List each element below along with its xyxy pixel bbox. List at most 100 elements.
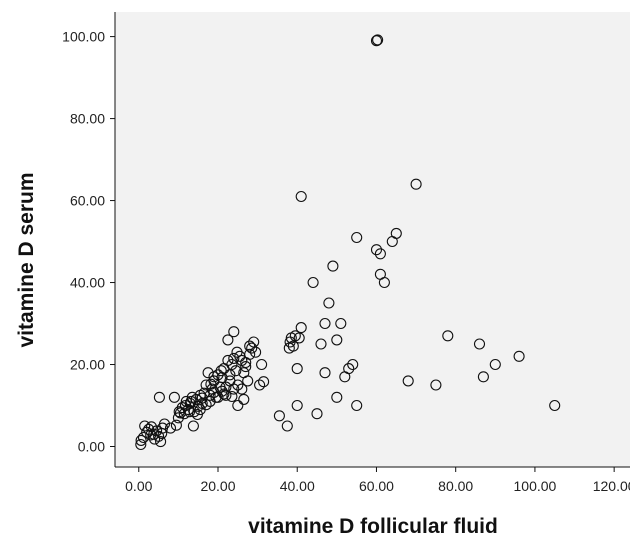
data-point-86 (208, 371, 220, 383)
data-point-77 (185, 395, 197, 407)
data-point-93 (281, 420, 293, 432)
x-tick-label: 120.00 (593, 478, 630, 494)
data-point-85 (222, 354, 234, 366)
data-point-104 (307, 276, 319, 289)
data-point-70 (212, 391, 224, 403)
data-point-10 (151, 425, 163, 437)
data-point-45 (220, 389, 232, 401)
x-axis-label: vitamine D follicular fluid (248, 515, 498, 536)
data-point-57 (244, 348, 256, 360)
x-tick-label: 20.00 (200, 478, 235, 494)
data-point-49 (228, 326, 240, 338)
data-point-78 (179, 399, 192, 412)
data-point-30 (190, 393, 202, 405)
data-point-113 (335, 317, 347, 330)
data-point-132 (477, 371, 489, 383)
data-point-106 (315, 338, 327, 350)
data-point-12 (155, 436, 167, 448)
data-point-84 (244, 340, 256, 352)
data-point-133 (489, 358, 501, 371)
data-point-101 (293, 332, 305, 344)
data-point-83 (240, 361, 252, 373)
data-point-8 (148, 428, 160, 440)
points-layer (135, 34, 561, 451)
data-point-43 (216, 385, 228, 397)
data-point-80 (232, 379, 244, 391)
data-point-2 (137, 431, 150, 444)
data-point-28 (187, 420, 199, 432)
data-point-69 (236, 354, 248, 366)
data-point-127 (402, 375, 414, 387)
y-tick-label: 100.00 (62, 29, 105, 45)
x-tick-label: 100.00 (514, 478, 557, 494)
y-ticks: 0.00 20.00 40.00 60.00 80.00 100.00 (62, 29, 115, 455)
x-tick-label: 40.00 (280, 478, 315, 494)
y-tick-label: 60.00 (70, 193, 105, 209)
data-point-71 (220, 381, 232, 393)
data-point-90 (226, 390, 238, 403)
y-tick-label: 80.00 (70, 111, 105, 127)
data-point-88 (215, 365, 227, 377)
data-point-15 (153, 391, 165, 403)
data-point-61 (254, 379, 266, 391)
data-point-50 (230, 365, 242, 377)
data-point-110 (327, 260, 339, 272)
data-point-126 (390, 227, 402, 239)
y-tick-label: 20.00 (70, 357, 105, 373)
y-axis-label: vitamine D serum (15, 172, 38, 347)
data-point-119 (370, 35, 383, 47)
data-point-79 (174, 407, 186, 419)
data-point-102 (295, 322, 307, 334)
data-point-1 (135, 434, 147, 446)
data-point-122 (374, 248, 386, 260)
y-tick-label: 40.00 (70, 275, 105, 291)
data-point-115 (343, 363, 355, 375)
data-point-17 (168, 391, 180, 403)
y-tick-label: 0.00 (78, 439, 105, 455)
data-point-131 (473, 338, 486, 350)
data-point-89 (231, 346, 243, 358)
data-point-60 (250, 346, 262, 358)
data-point-81 (228, 383, 240, 395)
data-point-56 (242, 375, 254, 387)
data-point-134 (513, 350, 525, 362)
data-point-58 (246, 342, 258, 354)
data-point-0 (135, 438, 147, 451)
x-tick-label: 80.00 (438, 478, 473, 494)
data-point-111 (331, 391, 343, 403)
x-ticks: 0.00 20.00 40.00 60.00 80.00 100.00 120.00 (125, 467, 630, 494)
data-point-51 (232, 399, 244, 412)
data-point-103 (295, 190, 307, 203)
data-point-97 (287, 340, 299, 352)
data-point-105 (311, 408, 323, 420)
data-point-48 (226, 358, 238, 371)
x-tick-label: 60.00 (359, 478, 394, 494)
data-point-19 (170, 419, 182, 431)
data-point-124 (378, 276, 390, 289)
data-point-100 (291, 363, 303, 375)
data-point-3 (139, 420, 151, 432)
data-point-120 (372, 34, 384, 46)
data-point-73 (196, 392, 208, 404)
data-point-63 (258, 376, 270, 388)
data-point-108 (319, 317, 331, 330)
data-point-99 (291, 399, 303, 412)
data-point-118 (351, 231, 363, 244)
data-point-68 (228, 352, 240, 364)
data-point-62 (256, 358, 268, 371)
data-point-91 (218, 388, 230, 400)
data-point-20 (172, 412, 184, 424)
data-point-92 (273, 410, 285, 422)
data-point-74 (200, 399, 212, 411)
data-point-121 (370, 244, 383, 256)
x-tick-label: 0.00 (125, 478, 152, 494)
data-point-53 (236, 383, 248, 395)
data-point-116 (347, 358, 359, 371)
data-point-46 (222, 334, 234, 346)
data-point-128 (410, 178, 422, 190)
data-point-107 (319, 367, 331, 379)
data-point-64 (204, 389, 216, 401)
data-point-130 (442, 330, 454, 342)
data-point-129 (430, 379, 442, 391)
